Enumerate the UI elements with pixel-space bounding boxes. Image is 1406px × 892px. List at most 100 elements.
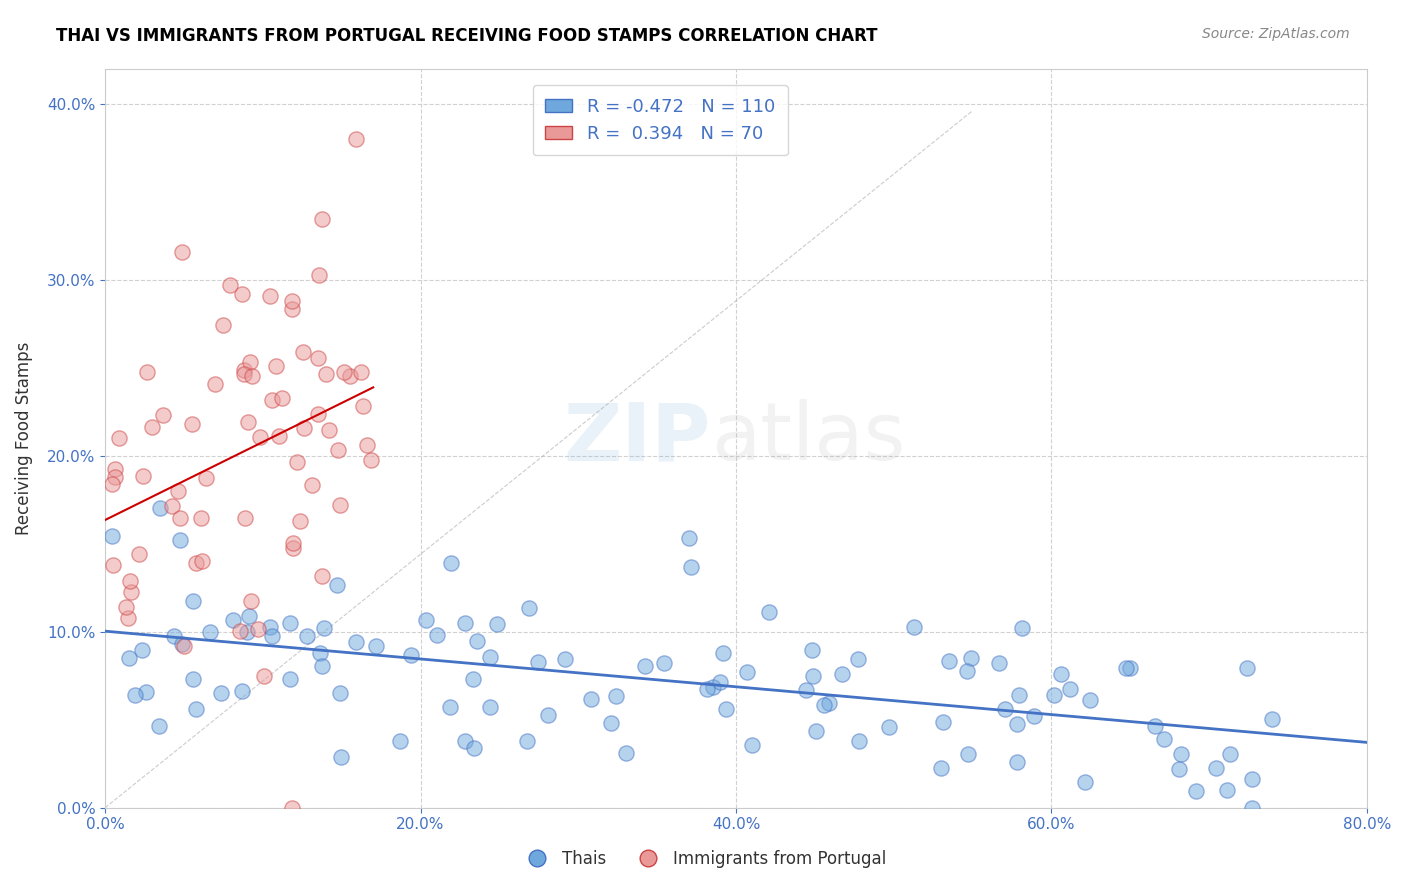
Point (108, 431, 131, 445)
Point (678, 531, 700, 545)
Point (100, 529, 122, 543)
Point (352, 399, 374, 413)
Point (307, 407, 329, 421)
Point (1167, 762, 1189, 776)
Point (1059, 682, 1081, 697)
Point (118, 651, 141, 665)
Y-axis label: Receiving Food Stamps: Receiving Food Stamps (15, 342, 32, 535)
Point (1236, 661, 1258, 675)
Point (709, 675, 731, 690)
Point (260, 629, 283, 643)
Point (360, 453, 382, 467)
Point (136, 365, 159, 379)
Point (478, 650, 501, 665)
Point (219, 277, 242, 292)
Point (326, 578, 349, 592)
Point (115, 600, 138, 615)
Point (804, 724, 827, 739)
Point (283, 541, 305, 555)
Point (239, 355, 262, 369)
Point (1043, 688, 1066, 702)
Point (181, 593, 204, 607)
Point (987, 656, 1010, 670)
Point (1007, 688, 1029, 702)
Point (148, 719, 170, 733)
Point (1115, 661, 1137, 675)
Point (1241, 800, 1264, 814)
Point (741, 738, 763, 752)
Point (291, 345, 314, 359)
Point (181, 672, 204, 686)
Point (170, 637, 193, 651)
Point (957, 747, 980, 761)
Point (1216, 783, 1239, 797)
Point (831, 666, 853, 681)
Point (1050, 666, 1073, 681)
Point (956, 664, 979, 678)
Point (1219, 747, 1241, 762)
Point (198, 624, 221, 639)
Point (283, 536, 305, 550)
Point (128, 547, 150, 561)
Point (929, 761, 952, 775)
Point (344, 132, 367, 146)
Point (461, 672, 484, 686)
Point (315, 367, 337, 381)
Point (152, 408, 174, 422)
Point (231, 683, 253, 698)
Point (233, 510, 256, 524)
Point (311, 569, 333, 583)
Point (994, 701, 1017, 715)
Point (318, 423, 340, 437)
Point (231, 286, 253, 301)
Text: ZIP: ZIP (564, 399, 710, 477)
Point (1153, 732, 1175, 747)
Point (1184, 783, 1206, 797)
Point (280, 293, 302, 308)
Point (211, 318, 233, 333)
Point (1078, 693, 1101, 707)
Legend: Thais, Immigrants from Portugal: Thais, Immigrants from Portugal (513, 844, 893, 875)
Point (180, 417, 202, 431)
Point (426, 628, 449, 642)
Point (332, 365, 354, 379)
Point (696, 681, 718, 696)
Point (579, 692, 602, 706)
Point (204, 376, 226, 391)
Point (236, 416, 259, 430)
Point (101, 476, 124, 491)
Point (228, 624, 250, 639)
Point (173, 639, 195, 653)
Point (194, 471, 217, 485)
Point (252, 669, 274, 683)
Point (264, 359, 287, 373)
Point (527, 655, 550, 669)
Point (169, 533, 191, 548)
Point (537, 708, 560, 723)
Point (235, 625, 257, 640)
Point (350, 365, 373, 379)
Point (104, 461, 127, 475)
Point (135, 684, 157, 698)
Point (554, 652, 576, 666)
Point (399, 648, 422, 663)
Point (818, 697, 841, 711)
Point (517, 601, 540, 615)
Point (330, 750, 353, 764)
Point (356, 438, 378, 452)
Point (186, 702, 208, 716)
Point (364, 639, 387, 653)
Point (259, 620, 281, 634)
Point (184, 556, 207, 570)
Text: THAI VS IMMIGRANTS FROM PORTUGAL RECEIVING FOOD STAMPS CORRELATION CHART: THAI VS IMMIGRANTS FROM PORTUGAL RECEIVI… (56, 27, 877, 45)
Point (1143, 719, 1166, 733)
Point (308, 268, 330, 283)
Point (232, 367, 254, 381)
Point (516, 733, 538, 747)
Point (120, 574, 142, 588)
Point (758, 605, 780, 619)
Point (801, 643, 824, 657)
Point (614, 746, 637, 760)
Point (326, 443, 349, 458)
Point (281, 800, 304, 814)
